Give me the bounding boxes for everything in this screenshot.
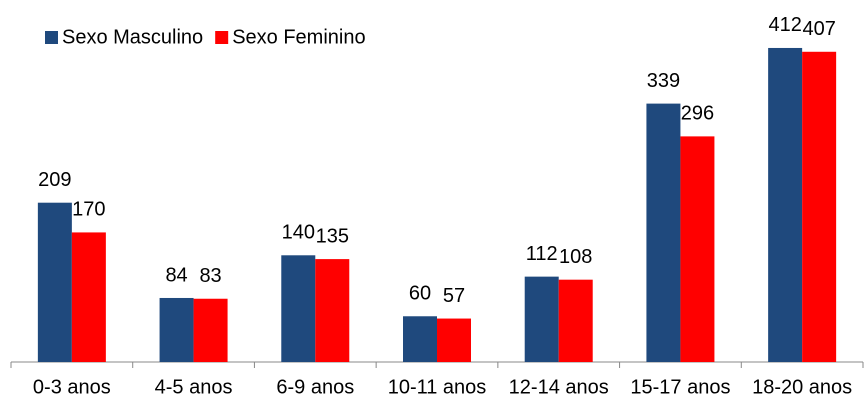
x-tick-label: 10-11 anos (388, 376, 487, 398)
data-label: 296 (681, 103, 714, 125)
legend-label: Sexo Masculino (62, 26, 203, 48)
bar (281, 255, 316, 362)
bar (558, 279, 593, 362)
bar (37, 202, 72, 362)
legend-swatch (215, 31, 229, 44)
legend-swatch (45, 31, 58, 44)
data-label: 57 (443, 285, 465, 307)
data-label: 112 (526, 243, 558, 265)
data-label: 140 (282, 222, 315, 244)
legend-label: Sexo Feminino (232, 26, 365, 48)
bar (768, 47, 803, 362)
data-label: 135 (316, 225, 349, 247)
bar (524, 276, 559, 362)
bar (193, 298, 228, 362)
bar (802, 51, 837, 363)
bar (437, 318, 471, 362)
x-tick-label: 12-14 anos (509, 376, 609, 398)
bar (646, 103, 681, 363)
data-label: 60 (409, 283, 431, 305)
bar (315, 259, 350, 362)
bar (403, 316, 437, 362)
data-label: 412 (768, 14, 801, 36)
x-tick-label: 15-17 anos (630, 376, 730, 398)
data-label: 84 (165, 264, 187, 286)
data-label: 83 (199, 265, 221, 287)
data-label: 407 (802, 18, 835, 40)
data-label: 108 (559, 246, 592, 268)
bar (680, 136, 715, 362)
x-tick-label: 4-5 anos (155, 376, 233, 398)
x-tick-label: 0-3 anos (33, 376, 111, 398)
x-tick-label: 6-9 anos (276, 376, 354, 398)
data-label: 339 (647, 70, 680, 92)
data-label: 170 (72, 199, 105, 221)
data-label: 209 (38, 169, 71, 191)
bar (71, 232, 106, 362)
bar (159, 297, 194, 362)
x-tick-label: 18-20 anos (752, 376, 852, 398)
